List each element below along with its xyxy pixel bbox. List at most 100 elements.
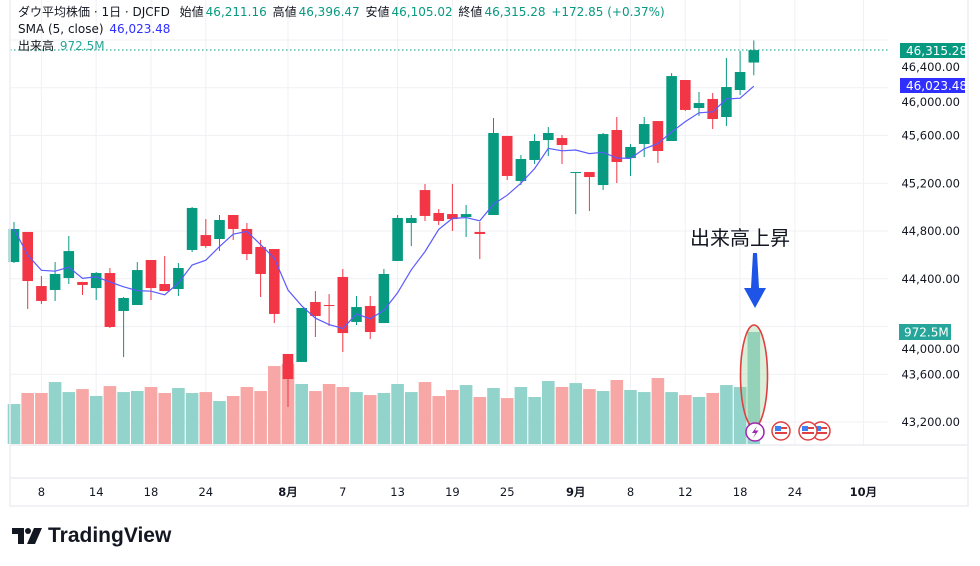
candle-down	[680, 79, 691, 110]
time-axis[interactable]: 8 14 18 24 8月 7 13 19 25 9月 8 12 18 24 10月	[38, 485, 877, 499]
volume-label: 出来高	[18, 39, 55, 53]
open-label: 始値	[179, 5, 204, 19]
candle-down	[707, 98, 718, 120]
volume-bar	[268, 366, 281, 444]
price-axis[interactable]: 46,400.00 46,000.00 45,600.00 45,200.00 44,8…	[901, 60, 960, 429]
close-value: 46,315.28	[484, 5, 546, 19]
volume-bar	[76, 389, 89, 444]
price-tick-label: 45,200.00	[901, 176, 960, 190]
down-arrow-icon	[744, 253, 766, 308]
high-label: 高値	[272, 5, 297, 19]
close-label: 終値	[458, 5, 483, 19]
volume-bar	[487, 388, 500, 444]
candle-up	[693, 103, 705, 109]
volume-bar	[363, 395, 377, 444]
sma-label: SMA (5, close)	[18, 22, 104, 36]
candle-down	[269, 249, 280, 314]
candle-down	[241, 228, 253, 255]
volume-bar	[185, 392, 199, 444]
candle-down	[652, 121, 664, 152]
time-tick-label: 24	[198, 485, 213, 499]
price-tick-label: 45,600.00	[901, 129, 960, 143]
change-value: +172.85 (+0.37%)	[551, 5, 665, 19]
volume-bar	[459, 385, 473, 444]
us-flag-event-icon[interactable]	[771, 421, 791, 441]
price-tick-label: 43,600.00	[901, 367, 960, 381]
sma-legend[interactable]: SMA (5, close) 46,023.48	[18, 22, 172, 36]
candle-down	[227, 215, 239, 229]
sma-line	[13, 85, 755, 330]
volume-bar	[7, 404, 21, 444]
volume-bar	[555, 386, 569, 444]
candle-down	[584, 172, 595, 178]
open-value: 46,211.16	[205, 5, 267, 19]
chart-frame	[9, 0, 969, 507]
volume-bar	[336, 386, 350, 444]
volume-bar	[679, 395, 692, 444]
time-tick-label: 19	[445, 485, 460, 499]
candle-down	[433, 212, 444, 221]
candle-up	[529, 140, 540, 160]
high-value: 46,396.47	[298, 5, 360, 19]
volume-bar	[89, 395, 103, 444]
time-tick-label: 24	[788, 485, 803, 499]
volume-bar	[432, 395, 445, 444]
time-tick-label: 25	[500, 485, 515, 499]
volume-bar	[158, 392, 171, 444]
time-tick-label: 8月	[278, 485, 298, 499]
volume-bar	[651, 378, 665, 444]
candle-down	[77, 281, 88, 285]
symbol-title[interactable]: ダウ平均株価 · 1日 · DJCFD	[18, 5, 170, 19]
candle-up	[543, 132, 554, 141]
candle-down	[145, 260, 157, 289]
tradingview-logo[interactable]: TradingView	[12, 524, 171, 548]
volume-bar	[446, 389, 459, 444]
volume-bar	[199, 392, 213, 444]
volume-bar	[35, 392, 48, 444]
candle-up	[214, 220, 225, 239]
time-tick-label: 18	[144, 485, 159, 499]
candle-down	[22, 231, 33, 282]
candle-up	[63, 251, 75, 279]
candle-up	[488, 132, 499, 216]
candle-up	[406, 217, 417, 224]
time-tick-label: 8	[627, 485, 634, 499]
volume-bar	[747, 332, 761, 444]
volume-legend[interactable]: 出来高 972.5M	[18, 39, 107, 53]
volume-bar	[309, 391, 322, 444]
price-tick-label: 46,000.00	[901, 95, 960, 109]
annotation-text: 出来高上昇	[690, 226, 790, 250]
volume-bar	[665, 392, 678, 444]
volume-bar	[706, 392, 719, 444]
svg-text:972.5M: 972.5M	[904, 326, 949, 340]
candle-up	[460, 214, 472, 218]
price-tick-label: 44,400.00	[901, 272, 960, 286]
volume-bar	[569, 383, 582, 444]
volume-bar	[596, 391, 610, 444]
volume-bar	[473, 397, 487, 444]
volume-bar	[226, 395, 240, 444]
svg-text:46,315.28: 46,315.28	[906, 44, 967, 58]
candle-down	[337, 276, 349, 334]
lightning-event-icon[interactable]	[745, 422, 765, 442]
low-label: 安値	[365, 5, 390, 19]
price-tick-label: 44,800.00	[901, 224, 960, 238]
volume-bar	[21, 392, 34, 444]
volume-bar	[254, 391, 267, 444]
time-tick-label: 12	[678, 485, 693, 499]
volume-bar	[172, 388, 185, 444]
candle-up	[118, 297, 129, 311]
volume-bar	[692, 397, 706, 444]
candle-down	[474, 231, 486, 234]
us-flag-event-icon[interactable]	[798, 421, 818, 441]
candle-down	[200, 235, 212, 247]
candle-down	[501, 135, 513, 176]
volume-bar	[240, 386, 254, 444]
sma-value: 46,023.48	[109, 22, 171, 36]
volume-bar	[144, 386, 158, 444]
tradingview-logo-text: TradingView	[48, 524, 172, 547]
sma-price-tag: 46,023.48	[900, 78, 967, 93]
candle-up	[721, 87, 732, 117]
candle-up	[597, 134, 609, 186]
